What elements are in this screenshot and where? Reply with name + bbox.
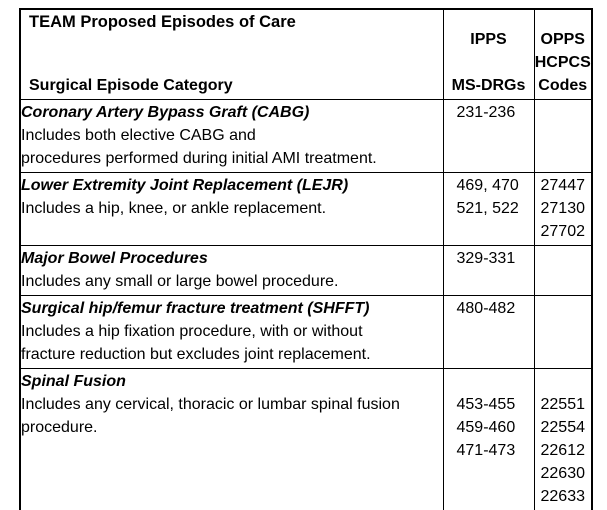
- episode-description-line: Includes any cervical, thoracic or lumba…: [21, 396, 400, 413]
- ipps-codes-cell: 469, 470 521, 522: [442, 172, 535, 246]
- episode-description-line: Includes both elective CABG and: [21, 127, 256, 144]
- opps-codes-cell: 22551 22554 22612 22630 22633: [533, 368, 593, 510]
- ipps-header-line: MS-DRGs: [451, 77, 526, 94]
- category-header-cell: TEAM Proposed Episodes of Care Surgical …: [19, 8, 444, 100]
- episode-title: Lower Extremity Joint Replacement (LEJR): [21, 177, 349, 194]
- ipps-codes-cell: 480-482: [442, 295, 535, 369]
- opps-code: 22551: [540, 396, 586, 413]
- opps-code: 22633: [540, 488, 586, 505]
- ipps-code: 480-482: [456, 300, 516, 317]
- opps-header-cell: OPPS HCPCS Codes: [533, 8, 593, 100]
- opps-header-line: OPPS: [540, 31, 585, 48]
- table-title: TEAM Proposed Episodes of Care: [29, 13, 296, 31]
- ipps-header-lines: IPPS MS-DRGs: [444, 11, 534, 97]
- ipps-header-line: IPPS: [470, 31, 507, 48]
- opps-code: 27130: [540, 200, 586, 217]
- ipps-header-cell: IPPS MS-DRGs: [442, 8, 535, 100]
- opps-code: 22612: [540, 442, 586, 459]
- episode-title: Surgical hip/femur fracture treatment (S…: [21, 300, 370, 317]
- table-row: Lower Extremity Joint Replacement (LEJR)…: [19, 172, 593, 246]
- header-row: TEAM Proposed Episodes of Care Surgical …: [19, 8, 593, 100]
- table-row: Coronary Artery Bypass Graft (CABG) Inclu…: [19, 99, 593, 173]
- ipps-code: 453-455: [456, 396, 516, 413]
- opps-header-line: HCPCS: [534, 54, 591, 71]
- ipps-codes-cell: 453-455 459-460 471-473: [442, 368, 535, 510]
- episode-description-line: Includes a hip fixation procedure, with …: [21, 323, 363, 340]
- episode-description-line: fracture reduction but excludes joint re…: [21, 346, 371, 363]
- episode-category-cell: Major Bowel Procedures Includes any small…: [19, 245, 444, 296]
- opps-code: 22554: [540, 419, 586, 436]
- episode-title: Spinal Fusion: [21, 373, 126, 390]
- opps-code: 27447: [540, 177, 586, 194]
- opps-code: [535, 370, 592, 393]
- ipps-code: 469, 470: [456, 177, 519, 194]
- table-row: Major Bowel Procedures Includes any small…: [19, 245, 593, 296]
- opps-codes-cell: [533, 99, 593, 173]
- ipps-code: 329-331: [456, 250, 516, 267]
- episode-description-line: procedure.: [21, 419, 98, 436]
- table-row: Spinal Fusion Includes any cervical, thor…: [19, 368, 593, 510]
- ipps-code: 471-473: [456, 442, 516, 459]
- episode-title: Coronary Artery Bypass Graft (CABG): [21, 104, 310, 121]
- episode-category-cell: Coronary Artery Bypass Graft (CABG) Inclu…: [19, 99, 444, 173]
- category-column-header: Surgical Episode Category: [29, 77, 233, 94]
- episodes-of-care-table: TEAM Proposed Episodes of Care Surgical …: [19, 8, 593, 510]
- ipps-codes-cell: 329-331: [442, 245, 535, 296]
- episode-title: Major Bowel Procedures: [21, 250, 208, 267]
- opps-code: 27702: [540, 223, 586, 240]
- ipps-header-line: [444, 51, 534, 74]
- ipps-codes-cell: 231-236: [442, 99, 535, 173]
- episode-description-line: Includes a hip, knee, or ankle replaceme…: [21, 200, 327, 217]
- episode-category-cell: Lower Extremity Joint Replacement (LEJR)…: [19, 172, 444, 246]
- table-row: Surgical hip/femur fracture treatment (S…: [19, 295, 593, 369]
- episode-description-line: Includes any small or large bowel proced…: [21, 273, 339, 290]
- episode-description-line: procedures performed during initial AMI …: [21, 150, 377, 167]
- opps-code: 22630: [540, 465, 586, 482]
- ipps-code: 231-236: [456, 104, 516, 121]
- episode-category-cell: Spinal Fusion Includes any cervical, thor…: [19, 368, 444, 510]
- opps-codes-cell: [533, 245, 593, 296]
- ipps-code: 521, 522: [456, 200, 519, 217]
- opps-codes-cell: [533, 295, 593, 369]
- ipps-code: 459-460: [456, 419, 516, 436]
- opps-codes-cell: 27447 27130 27702: [533, 172, 593, 246]
- ipps-code: [444, 370, 534, 393]
- episode-category-cell: Surgical hip/femur fracture treatment (S…: [19, 295, 444, 369]
- opps-header-lines: OPPS HCPCS Codes: [535, 11, 592, 97]
- opps-header-line: Codes: [538, 77, 588, 94]
